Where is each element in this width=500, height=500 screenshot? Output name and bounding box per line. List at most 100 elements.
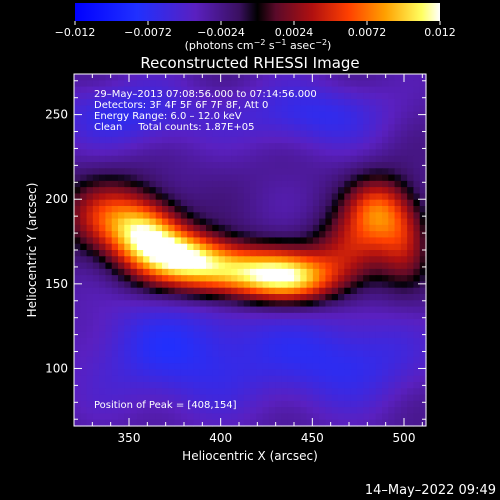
heatmap-pixel <box>275 407 283 415</box>
heatmap-pixel <box>218 193 226 201</box>
heatmap-pixel <box>413 105 421 113</box>
heatmap-pixel <box>413 243 421 251</box>
heatmap-pixel <box>124 118 132 125</box>
heatmap-pixel <box>74 149 81 157</box>
heatmap-pixel <box>294 388 301 396</box>
heatmap-pixel <box>350 155 358 163</box>
heatmap-pixel <box>206 375 213 383</box>
heatmap-pixel <box>218 338 226 345</box>
heatmap-pixel <box>136 356 144 364</box>
heatmap-pixel <box>174 400 182 408</box>
heatmap-pixel <box>99 237 107 245</box>
heatmap-pixel <box>256 319 264 327</box>
heatmap-pixel <box>287 413 295 421</box>
heatmap-pixel <box>162 118 169 125</box>
heatmap-pixel <box>243 111 251 119</box>
heatmap-pixel <box>124 319 132 327</box>
heatmap-pixel <box>268 388 276 396</box>
heatmap-pixel <box>80 130 88 138</box>
heatmap-pixel <box>344 281 352 289</box>
heatmap-pixel <box>218 319 226 327</box>
heatmap-pixel <box>413 287 421 295</box>
heatmap-pixel <box>300 237 308 245</box>
heatmap-pixel <box>331 369 339 377</box>
heatmap-pixel <box>319 224 327 232</box>
heatmap-pixel <box>199 243 207 251</box>
heatmap-pixel <box>105 250 113 257</box>
heatmap-pixel <box>199 231 207 239</box>
heatmap-pixel <box>281 187 289 195</box>
heatmap-pixel <box>363 419 371 427</box>
heatmap-pixel <box>344 237 352 245</box>
heatmap-pixel <box>325 331 333 339</box>
heatmap-pixel <box>111 400 119 408</box>
heatmap-pixel <box>105 86 113 94</box>
heatmap-pixel <box>281 218 289 226</box>
heatmap-pixel <box>394 80 402 88</box>
heatmap-pixel <box>262 256 270 264</box>
heatmap-pixel <box>400 180 408 188</box>
heatmap-pixel <box>74 92 81 100</box>
heatmap-pixel <box>92 149 100 157</box>
heatmap-pixel <box>136 92 144 100</box>
heatmap-pixel <box>74 206 81 213</box>
heatmap-pixel <box>162 99 169 107</box>
heatmap-pixel <box>105 199 113 207</box>
heatmap-pixel <box>250 92 257 100</box>
heatmap-pixel <box>400 136 408 144</box>
heatmap-pixel <box>275 212 283 220</box>
heatmap-pixel <box>407 224 415 232</box>
heatmap-pixel <box>294 168 301 176</box>
heatmap-pixel <box>224 413 232 421</box>
heatmap-pixel <box>174 344 182 352</box>
heatmap-pixel <box>149 155 157 163</box>
heatmap-pixel <box>325 338 333 345</box>
heatmap-pixel <box>319 382 327 389</box>
heatmap-pixel <box>124 206 132 213</box>
heatmap-pixel <box>130 237 138 245</box>
heatmap-pixel <box>206 86 213 94</box>
heatmap-pixel <box>356 419 364 427</box>
heatmap-pixel <box>212 136 220 144</box>
heatmap-pixel <box>413 86 421 94</box>
heatmap-pixel <box>206 344 213 352</box>
heatmap-pixel <box>300 338 308 345</box>
heatmap-pixel <box>388 363 396 371</box>
heatmap-pixel <box>206 300 213 308</box>
heatmap-pixel <box>74 312 81 320</box>
heatmap-pixel <box>356 168 364 176</box>
heatmap-pixel <box>92 419 100 427</box>
heatmap-pixel <box>224 111 232 119</box>
heatmap-pixel <box>143 136 151 144</box>
heatmap-pixel <box>162 111 169 119</box>
heatmap-pixel <box>363 118 371 125</box>
heatmap-pixel <box>187 92 195 100</box>
heatmap-pixel <box>92 275 100 283</box>
heatmap-pixel <box>243 275 251 283</box>
heatmap-pixel <box>281 268 289 276</box>
heatmap-pixel <box>250 363 257 371</box>
heatmap-pixel <box>300 143 308 151</box>
heatmap-pixel <box>262 394 270 402</box>
heatmap-pixel <box>162 262 169 270</box>
heatmap-pixel <box>231 111 239 119</box>
heatmap-pixel <box>231 407 239 415</box>
heatmap-pixel <box>231 237 239 245</box>
heatmap-pixel <box>363 363 371 371</box>
heatmap-pixel <box>256 394 264 402</box>
heatmap-pixel <box>319 199 327 207</box>
heatmap-pixel <box>86 218 94 226</box>
heatmap-pixel <box>275 206 283 213</box>
heatmap-pixel <box>155 262 163 270</box>
heatmap-pixel <box>155 281 163 289</box>
heatmap-pixel <box>99 174 107 182</box>
heatmap-pixel <box>193 319 201 327</box>
heatmap-pixel <box>331 143 339 151</box>
heatmap-pixel <box>231 344 239 352</box>
heatmap-pixel <box>300 199 308 207</box>
heatmap-pixel <box>237 268 245 276</box>
heatmap-pixel <box>136 363 144 371</box>
heatmap-pixel <box>312 149 320 157</box>
heatmap-pixel <box>206 325 213 333</box>
heatmap-pixel <box>231 382 239 389</box>
